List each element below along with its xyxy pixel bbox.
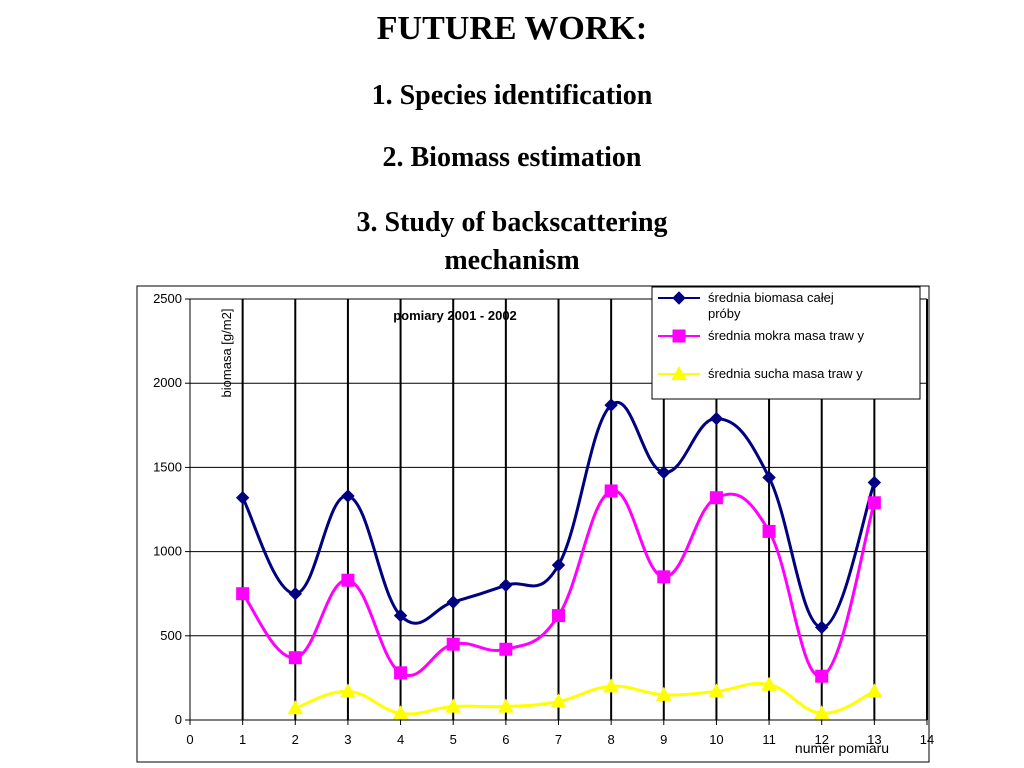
- series-2-point: [867, 496, 881, 510]
- series-3-point: [287, 700, 304, 715]
- future-work-item-1: 1. Species identification: [371, 80, 653, 111]
- x-tick-label: 12: [814, 732, 828, 747]
- series-1-point: [762, 470, 776, 485]
- x-tick-label: 6: [502, 732, 509, 747]
- series-3-point: [761, 676, 777, 691]
- x-tick-label: 2: [292, 732, 299, 747]
- x-axis-label: numer pomiaru: [795, 740, 889, 756]
- x-tick-label: 10: [709, 732, 723, 747]
- x-tick-label: 1: [239, 732, 246, 747]
- legend-swatch-marker: [672, 291, 686, 305]
- x-tick-label: 7: [555, 732, 562, 747]
- series-2-point: [236, 587, 250, 601]
- chart-title: pomiary 2001 - 2002: [393, 308, 517, 323]
- series-1-point: [604, 398, 618, 412]
- series-1-point: [446, 595, 460, 609]
- x-tick-label: 4: [397, 732, 404, 747]
- x-tick-label: 8: [608, 732, 615, 747]
- series-3-point: [498, 698, 514, 713]
- series-2-point: [446, 637, 460, 651]
- series-3-point: [550, 693, 567, 708]
- x-tick-label: 5: [450, 732, 457, 747]
- x-tick-label: 0: [186, 732, 193, 747]
- series-1-point: [709, 411, 724, 426]
- series-3-point: [708, 683, 725, 698]
- series-3-point: [866, 683, 883, 698]
- series-2-point: [604, 484, 618, 498]
- x-tick-label: 14: [920, 732, 934, 747]
- series-1-point: [499, 578, 513, 592]
- series-2-point: [394, 666, 408, 680]
- series-2-point: [288, 651, 302, 665]
- series-1-point: [393, 608, 408, 623]
- future-work-item-3: 3. Study of backscattering mechanism: [0, 204, 1024, 280]
- x-tick-label: 9: [660, 732, 667, 747]
- series-3-point: [392, 705, 409, 720]
- series-1-point: [551, 558, 566, 572]
- y-tick-label: 1500: [153, 459, 182, 474]
- legend-entry-3: średnia sucha masa traw y: [708, 366, 863, 381]
- x-tick-label: 3: [344, 732, 351, 747]
- y-tick-label: 500: [160, 628, 182, 643]
- series-3-point: [445, 698, 462, 713]
- x-tick-label: 11: [762, 732, 776, 747]
- series-2-point: [815, 669, 829, 683]
- series-3-point: [603, 678, 619, 693]
- legend-entry-1: średnia biomasa całej próby: [708, 290, 834, 321]
- series-3-point: [813, 705, 830, 720]
- series-1-point: [341, 489, 355, 503]
- legend-entry-2: średnia mokra masa traw y: [708, 328, 865, 343]
- series-2-point: [499, 642, 513, 656]
- series-2-point: [341, 573, 355, 587]
- series-2-point: [552, 609, 565, 623]
- series-1-point: [815, 620, 829, 635]
- y-tick-label: 2500: [153, 291, 182, 306]
- future-work-item-3-line-1: 3. Study of backscattering: [356, 207, 668, 238]
- series-3-point: [655, 686, 672, 701]
- y-tick-label: 1000: [153, 544, 182, 559]
- series-2-point: [709, 491, 723, 505]
- series-3-point: [340, 683, 356, 698]
- series-1-point: [657, 465, 671, 480]
- legend-box: [651, 286, 921, 400]
- slide-title: FUTURE WORK:: [376, 10, 648, 47]
- y-tick-label: 0: [175, 712, 182, 727]
- x-tick-label: 13: [867, 732, 881, 747]
- legend-swatch-marker: [671, 365, 687, 381]
- future-work-item-2: 2. Biomass estimation: [382, 142, 642, 173]
- series-1-point: [235, 491, 250, 505]
- series-2-point: [657, 570, 671, 584]
- series-2-point: [762, 524, 776, 538]
- series-1-point: [867, 475, 882, 490]
- legend-swatch-marker: [672, 329, 686, 343]
- y-axis-label: biomasa [g/m2]: [219, 309, 234, 398]
- future-work-item-3-line-2: mechanism: [444, 245, 580, 276]
- series-1-point: [288, 586, 302, 601]
- y-tick-label: 2000: [153, 375, 182, 390]
